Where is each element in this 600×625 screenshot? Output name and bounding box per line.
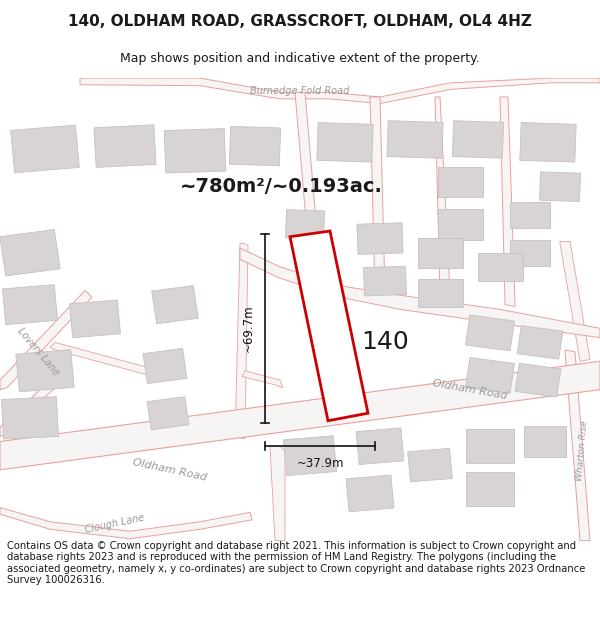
Polygon shape [565,350,590,541]
Polygon shape [152,286,198,324]
Polygon shape [466,472,514,506]
Polygon shape [466,357,515,393]
Polygon shape [437,167,482,197]
Polygon shape [283,436,337,476]
Polygon shape [2,284,58,324]
Polygon shape [539,172,581,201]
Text: ~69.7m: ~69.7m [242,304,255,352]
Polygon shape [370,97,385,297]
Polygon shape [517,326,563,359]
Polygon shape [242,371,283,388]
Polygon shape [270,446,285,541]
Polygon shape [164,129,226,173]
Polygon shape [520,122,576,162]
Polygon shape [317,122,373,162]
Polygon shape [364,266,407,296]
Polygon shape [70,300,121,338]
Polygon shape [290,231,368,421]
Polygon shape [356,428,404,464]
Text: Oldham Road: Oldham Road [132,457,208,482]
Polygon shape [0,508,252,539]
Polygon shape [357,222,403,254]
Polygon shape [0,291,92,389]
Polygon shape [229,126,281,166]
Text: Contains OS data © Crown copyright and database right 2021. This information is : Contains OS data © Crown copyright and d… [7,541,586,586]
Text: Oldham Road: Oldham Road [432,378,508,401]
Text: Map shows position and indicative extent of the property.: Map shows position and indicative extent… [120,52,480,65]
Polygon shape [0,361,600,470]
Polygon shape [11,125,79,172]
Text: Burnedge Fold Road: Burnedge Fold Road [250,86,350,96]
Polygon shape [50,342,160,378]
Polygon shape [387,121,443,158]
Text: Wharton Rise: Wharton Rise [575,421,589,481]
Polygon shape [147,397,189,430]
Polygon shape [0,371,67,437]
Polygon shape [478,253,523,281]
Polygon shape [143,348,187,384]
Text: 140: 140 [361,331,409,354]
Polygon shape [524,426,566,457]
Polygon shape [295,92,330,276]
Text: 140, OLDHAM ROAD, GRASSCROFT, OLDHAM, OL4 4HZ: 140, OLDHAM ROAD, GRASSCROFT, OLDHAM, OL… [68,14,532,29]
Polygon shape [94,125,156,168]
Text: ~37.9m: ~37.9m [296,457,344,470]
Polygon shape [1,397,59,439]
Text: Lovers Lane: Lovers Lane [15,326,61,378]
Polygon shape [466,429,514,463]
Polygon shape [515,363,561,397]
Text: ~780m²/~0.193ac.: ~780m²/~0.193ac. [180,177,383,196]
Polygon shape [240,248,600,338]
Polygon shape [435,97,450,297]
Polygon shape [286,209,325,239]
Polygon shape [418,279,463,308]
Polygon shape [407,448,452,482]
Text: Clough Lane: Clough Lane [85,512,146,535]
Polygon shape [452,121,503,158]
Polygon shape [346,475,394,512]
Polygon shape [500,97,515,306]
Polygon shape [0,229,60,276]
Polygon shape [466,315,515,351]
Polygon shape [510,202,550,228]
Polygon shape [418,238,463,268]
Polygon shape [560,241,590,361]
Polygon shape [437,209,482,239]
Polygon shape [235,243,248,439]
Polygon shape [510,239,550,266]
Polygon shape [16,349,74,392]
Polygon shape [80,78,600,104]
